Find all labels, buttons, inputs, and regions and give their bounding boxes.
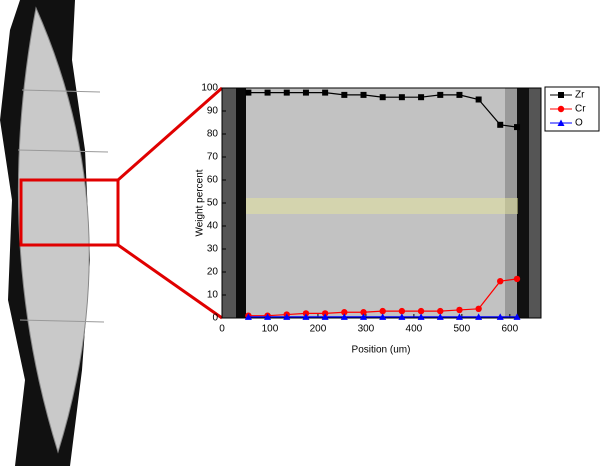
marker xyxy=(558,92,564,98)
x-tick-label: 200 xyxy=(310,324,327,335)
marker xyxy=(341,309,348,316)
marker xyxy=(244,313,252,320)
y-tick-label: 20 xyxy=(207,267,219,278)
x-tick-label: 400 xyxy=(406,324,423,335)
marker xyxy=(322,89,329,96)
y-tick-label: 80 xyxy=(207,129,219,140)
marker xyxy=(360,313,368,320)
marker xyxy=(475,96,482,103)
marker xyxy=(437,91,444,98)
marker xyxy=(283,313,291,320)
marker xyxy=(360,91,367,98)
marker xyxy=(497,278,504,285)
legend-label: O xyxy=(575,118,583,129)
marker xyxy=(475,305,482,312)
marker xyxy=(418,94,425,101)
marker xyxy=(302,89,309,96)
marker xyxy=(398,313,406,320)
x-tick-label: 600 xyxy=(501,324,518,335)
marker xyxy=(302,313,310,320)
marker xyxy=(283,89,290,96)
marker xyxy=(264,89,271,96)
x-tick-label: 500 xyxy=(454,324,471,335)
marker xyxy=(456,91,463,98)
legend-frame xyxy=(544,86,600,132)
marker xyxy=(341,91,348,98)
x-tick-label: 100 xyxy=(262,324,279,335)
marker xyxy=(513,275,521,283)
marker xyxy=(245,89,252,96)
marker xyxy=(497,121,504,128)
marker xyxy=(379,94,386,101)
zoom-line xyxy=(117,86,223,182)
marker xyxy=(513,313,521,320)
y-tick-label: 30 xyxy=(207,244,219,255)
legend-label: Cr xyxy=(575,104,586,115)
marker xyxy=(379,307,386,315)
y-tick-label: 50 xyxy=(207,198,219,209)
y-tick-label: 0 xyxy=(212,313,218,324)
zoom-line xyxy=(117,243,223,320)
y-tick-label: 60 xyxy=(207,175,219,186)
legend-label: Zr xyxy=(575,90,585,101)
marker xyxy=(514,124,521,131)
y-tick-label: 40 xyxy=(207,221,219,232)
marker xyxy=(264,313,272,320)
micrograph-strip xyxy=(0,0,109,466)
marker xyxy=(360,309,367,316)
y-axis-label: Weight percent xyxy=(195,169,206,236)
marker xyxy=(456,306,463,314)
marker xyxy=(475,313,483,320)
y-tick-label: 90 xyxy=(207,106,219,117)
marker xyxy=(436,313,444,320)
marker xyxy=(417,307,425,315)
marker xyxy=(455,313,463,320)
plot-background xyxy=(222,88,541,318)
y-tick-label: 10 xyxy=(207,290,219,301)
marker xyxy=(557,105,565,113)
marker xyxy=(557,119,565,126)
x-tick-label: 300 xyxy=(358,324,375,335)
marker xyxy=(496,313,504,320)
zoom-box xyxy=(19,178,120,247)
marker xyxy=(437,307,444,315)
marker xyxy=(417,313,425,320)
marker xyxy=(321,313,329,320)
y-tick-label: 70 xyxy=(207,152,219,163)
marker xyxy=(398,307,406,315)
y-tick-label: 100 xyxy=(201,83,218,94)
marker xyxy=(340,313,348,320)
marker xyxy=(379,313,387,320)
x-tick-label: 0 xyxy=(219,324,225,335)
x-axis-label: Position (um) xyxy=(352,345,411,356)
marker xyxy=(398,94,405,101)
